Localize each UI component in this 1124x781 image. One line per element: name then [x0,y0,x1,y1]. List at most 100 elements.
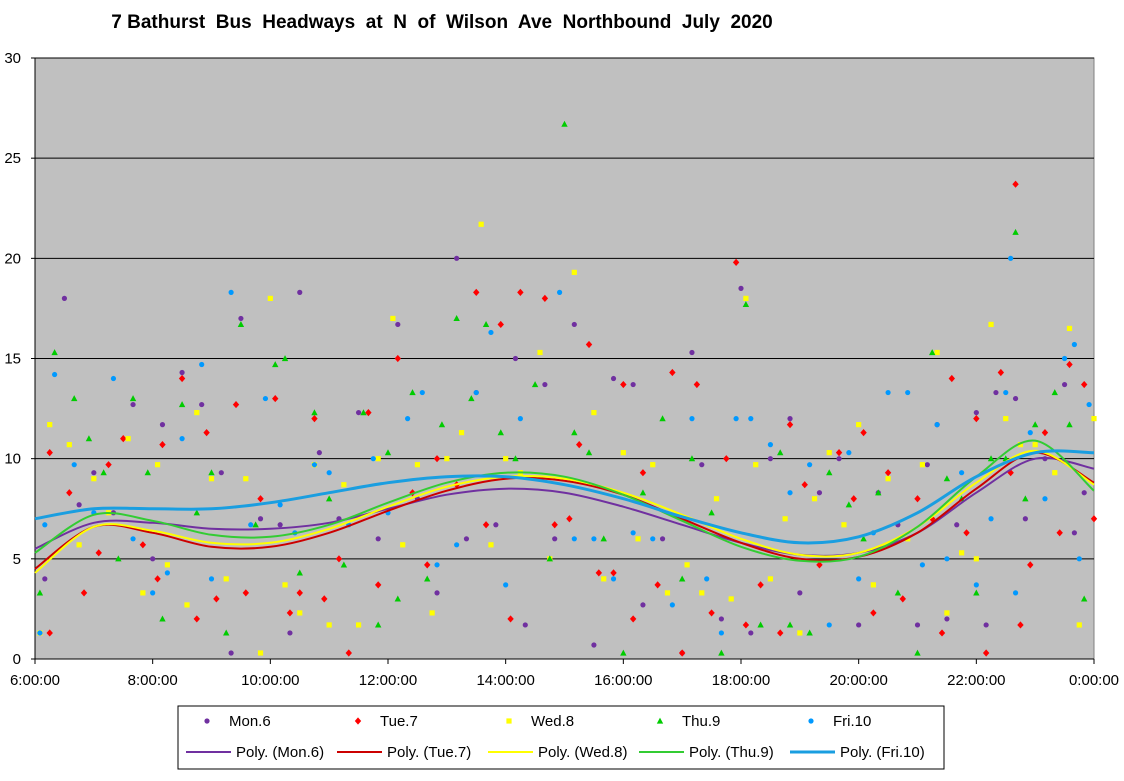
y-tick-label: 30 [4,50,21,67]
y-axis: 0 5 10 15 20 25 30 [4,50,36,668]
data-point [718,630,724,636]
data-point [742,301,750,308]
data-point [91,470,97,476]
data-point [42,576,48,582]
data-point [551,521,558,529]
data-point [262,395,269,402]
data-point [620,649,627,656]
data-point [997,368,1005,377]
data-point [708,609,715,617]
data-point [640,602,646,608]
data-point [375,456,381,462]
data-point [468,395,475,402]
data-point [664,590,671,596]
data-point [846,450,852,456]
data-point [684,562,690,568]
data-point [340,561,348,568]
data-point [860,535,867,542]
data-point [1017,621,1024,629]
data-point [787,416,793,422]
legend-marker [506,718,512,724]
data-point [478,221,484,227]
data-point [856,622,862,628]
data-point [884,469,892,477]
data-point [144,469,151,476]
legend-label: Fri.10 [833,713,871,730]
data-point [630,381,636,388]
legend-label: Poly. (Mon.6) [236,744,324,761]
data-point [807,462,813,468]
data-point [1012,395,1019,402]
data-point [296,589,303,597]
y-tick-label: 25 [4,150,21,167]
trendlines [34,439,1095,574]
data-point [914,495,921,503]
x-tick-label: 22:00:00 [947,672,1005,689]
data-point [689,349,695,356]
data-point [454,542,460,548]
data-point [394,354,402,363]
data-point [688,455,696,462]
data-point [47,422,53,428]
data-point [66,489,73,497]
data-point [91,476,97,482]
data-point [453,315,460,322]
x-axis: 6:00:00 8:00:00 10:00:00 12:00:00 14:00:00 16… [10,658,1119,689]
legend-label: Poly. (Tue.7) [387,744,471,761]
data-point [365,408,372,417]
data-point [546,555,553,562]
data-point [105,461,112,469]
data-point [571,321,577,328]
data-point [630,530,636,536]
data-point [178,401,186,408]
data-point [311,462,318,468]
data-point [1012,228,1019,235]
data-point [1051,389,1058,396]
data-point [1061,355,1068,362]
data-point [272,361,279,368]
data-point [1066,360,1073,369]
data-point [786,421,794,429]
data-point [757,621,764,628]
data-point [973,556,979,562]
data-point [885,389,891,396]
data-point [130,536,136,542]
data-point [743,295,749,301]
data-point [228,650,234,656]
data-point [257,516,264,522]
data-point [42,522,48,528]
data-point [1091,416,1097,422]
data-point [164,562,170,568]
data-point [208,576,215,582]
data-point [419,389,425,396]
data-point [458,430,465,436]
data-point [1086,401,1092,408]
data-point [223,629,230,636]
data-point [129,395,137,402]
data-point [801,481,808,489]
data-point [993,389,999,396]
data-point [76,542,82,548]
series-thu-9 [36,120,1088,656]
data-point [208,469,215,476]
data-point [395,321,401,328]
data-point [601,576,607,582]
data-point [390,315,396,322]
data-point [228,289,234,295]
data-point [856,576,862,582]
data-point [223,576,229,582]
data-point [659,536,666,542]
data-point [944,610,950,616]
y-tick-label: 20 [4,250,21,267]
data-point [973,589,980,596]
data-point [71,395,78,402]
data-point [150,590,156,596]
data-point [434,562,440,568]
data-point [414,462,421,468]
data-point [753,462,759,468]
data-point [1003,416,1009,422]
legend: Mon.6 Tue.7 Wed.8 Thu.9 Fri.10 Poly. (Mon.6) P… [186,713,925,761]
data-point [355,409,362,416]
data-point [591,642,597,648]
data-point [571,536,577,542]
